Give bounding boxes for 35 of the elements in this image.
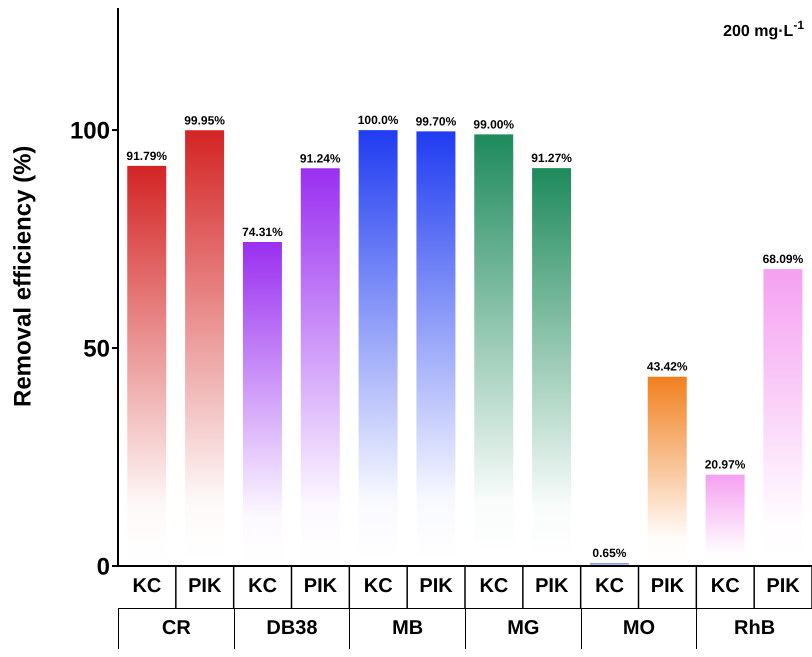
y-tick-label: 50 — [83, 336, 110, 363]
text: MB — [349, 609, 465, 649]
data-label: 100.0% — [358, 113, 399, 128]
x-tick-label: PIK — [766, 575, 800, 597]
text: MG — [464, 609, 581, 649]
x-tick-label: PIK — [304, 575, 338, 597]
x-tick-label: KC — [710, 575, 740, 597]
text: CR — [118, 609, 234, 649]
data-label: 99.00% — [473, 117, 514, 132]
data-label: 91.27% — [531, 151, 572, 166]
annotation: 200 mg·L$^{-1}$ — [723, 18, 804, 40]
x-tick-label: KC — [132, 575, 162, 597]
data-label: 99.95% — [184, 113, 226, 128]
y-tick-label: 0 — [96, 554, 110, 581]
data-label: 99.70% — [416, 114, 457, 128]
data-label: 68.09% — [762, 252, 804, 266]
data-label: 43.42% — [646, 360, 688, 374]
x-tick-label: KC — [479, 575, 508, 597]
x-tick-label: KC — [248, 575, 278, 597]
y-tick-label: 100 — [70, 118, 110, 145]
text: DB38 — [234, 609, 350, 649]
data-label: 74.31% — [242, 225, 284, 240]
data-label: 91.24% — [300, 151, 341, 166]
x-tick-label: PIK — [650, 575, 685, 597]
x-tick-label: PIK — [419, 575, 454, 597]
y-axis-title: Removal efficiency (%) — [10, 146, 37, 407]
x-tick-label: PIK — [535, 575, 569, 597]
text: MO — [580, 609, 696, 649]
data-label: 91.79% — [126, 148, 168, 163]
x-tick-label: KC — [595, 575, 624, 597]
x-tick-label: PIK — [188, 575, 222, 597]
text: RhB — [696, 609, 812, 649]
x-tick-label: KC — [364, 575, 393, 597]
data-label: 20.97% — [704, 458, 746, 472]
data-label: 0.65% — [592, 546, 627, 560]
